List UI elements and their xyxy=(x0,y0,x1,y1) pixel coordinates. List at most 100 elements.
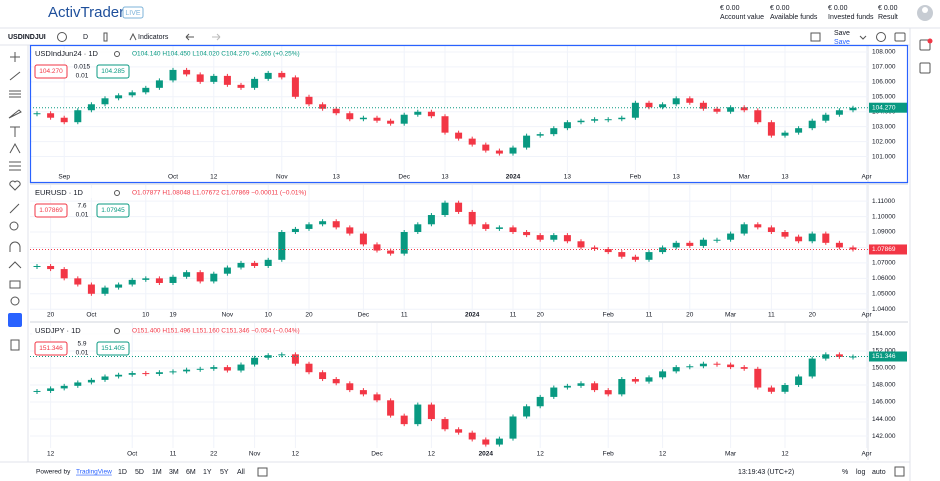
range-button[interactable]: 1Y xyxy=(203,469,212,476)
y-tick-label: 1.10000 xyxy=(872,213,896,220)
pane-title[interactable]: USDIndJun24 · 1D xyxy=(35,49,99,58)
range-button[interactable]: 3M xyxy=(169,469,179,476)
candle xyxy=(686,98,694,103)
sell-price[interactable]: 1.07869 xyxy=(39,207,63,214)
stat-label: Account value xyxy=(720,14,764,21)
range-button[interactable]: All xyxy=(237,469,245,476)
prediction-tool[interactable] xyxy=(9,161,21,171)
redo[interactable] xyxy=(212,33,221,41)
candle xyxy=(47,113,55,118)
log-toggle[interactable]: log xyxy=(856,469,865,476)
candle xyxy=(60,117,68,123)
ruler[interactable] xyxy=(9,203,20,214)
candle xyxy=(618,252,626,257)
candle xyxy=(400,232,408,254)
news[interactable] xyxy=(919,62,931,74)
layout-icon[interactable] xyxy=(810,32,821,42)
sell-box xyxy=(34,64,68,79)
brush[interactable] xyxy=(8,109,22,119)
x-tick-label: Oct xyxy=(127,451,137,458)
pattern-tool[interactable] xyxy=(9,142,21,154)
hide[interactable] xyxy=(10,296,20,306)
chart-type[interactable] xyxy=(103,32,108,42)
delete[interactable] xyxy=(10,339,20,351)
range-button[interactable]: 1D xyxy=(118,469,127,476)
favorites[interactable] xyxy=(9,180,21,191)
x-tick-label: 12 xyxy=(537,451,545,458)
candle xyxy=(196,272,204,282)
zoom[interactable] xyxy=(9,221,19,231)
x-tick-label: 20 xyxy=(809,312,817,319)
candle xyxy=(781,132,789,136)
legend-bg xyxy=(32,188,132,198)
range-button[interactable]: 5Y xyxy=(220,469,229,476)
buy-price[interactable]: 1.07945 xyxy=(101,207,125,214)
candle xyxy=(142,278,150,280)
eye-icon[interactable] xyxy=(114,190,120,196)
candle xyxy=(563,122,571,129)
x-tick-label: 13 xyxy=(673,174,681,181)
x-tick-label: 2024 xyxy=(506,174,521,181)
sell-price[interactable]: 151.346 xyxy=(39,345,63,352)
fib-tool[interactable] xyxy=(9,90,21,98)
text-tool[interactable] xyxy=(10,126,20,137)
range-button[interactable]: 5D xyxy=(135,469,144,476)
percent-toggle[interactable]: % xyxy=(842,469,848,476)
range-button[interactable]: 1M xyxy=(152,469,162,476)
candle xyxy=(795,128,803,133)
y-tick-label: 101.000 xyxy=(872,153,896,160)
crosshair[interactable] xyxy=(10,52,20,62)
snapshot[interactable] xyxy=(894,32,906,42)
fullscreen[interactable] xyxy=(894,466,905,477)
add-symbol[interactable] xyxy=(57,32,67,42)
interval[interactable]: D xyxy=(83,34,88,41)
candle xyxy=(291,228,299,233)
candle xyxy=(781,384,789,392)
range-button[interactable]: 6M xyxy=(186,469,196,476)
candle xyxy=(727,107,735,112)
last-price-tag xyxy=(869,102,907,113)
trend-line[interactable] xyxy=(9,71,21,81)
settings[interactable] xyxy=(876,32,886,42)
candle xyxy=(509,227,517,233)
auto-toggle[interactable]: auto xyxy=(872,469,886,476)
indicators[interactable]: Indicators xyxy=(138,34,169,41)
date-range[interactable] xyxy=(257,467,268,477)
candle xyxy=(264,355,272,358)
save[interactable]: Save xyxy=(834,30,850,37)
eye-icon[interactable] xyxy=(114,51,120,57)
save-menu[interactable] xyxy=(859,35,867,40)
candle xyxy=(196,74,204,82)
watchlist[interactable] xyxy=(919,39,931,51)
lock[interactable] xyxy=(9,280,21,289)
tradingview-link[interactable]: TradingView xyxy=(76,469,112,476)
sell-price[interactable]: 104.270 xyxy=(39,68,63,75)
candle xyxy=(155,372,163,374)
symbol[interactable]: USDINDJUI xyxy=(8,34,46,41)
candle xyxy=(482,439,490,445)
candle xyxy=(359,117,367,120)
eye-icon[interactable] xyxy=(114,328,120,334)
y-tick-label: 1.07000 xyxy=(872,260,896,267)
sync-active[interactable] xyxy=(8,313,22,327)
ohlc: O104.140 H104.450 L104.020 C104.270 +0.2… xyxy=(132,51,300,58)
candle xyxy=(645,252,653,260)
candle xyxy=(699,363,707,367)
undo[interactable] xyxy=(185,33,194,41)
x-tick-label: 10 xyxy=(142,312,150,319)
buy-price[interactable]: 104.285 xyxy=(101,68,125,75)
candle xyxy=(359,390,367,395)
buy-box xyxy=(96,203,130,218)
stay-drawing[interactable] xyxy=(8,261,22,269)
pane-title[interactable]: USDJPY · 1D xyxy=(35,326,81,335)
spread: 7.6 xyxy=(77,203,86,210)
magnet[interactable] xyxy=(9,241,21,252)
x-tick-label: Sep xyxy=(58,174,70,181)
candle xyxy=(713,363,721,365)
candle xyxy=(808,120,816,129)
logo[interactable]: ActivTrader xyxy=(48,4,124,21)
pane-title[interactable]: EURUSD · 1D xyxy=(35,188,84,197)
buy-price[interactable]: 151.405 xyxy=(101,345,125,352)
candle xyxy=(142,373,150,375)
